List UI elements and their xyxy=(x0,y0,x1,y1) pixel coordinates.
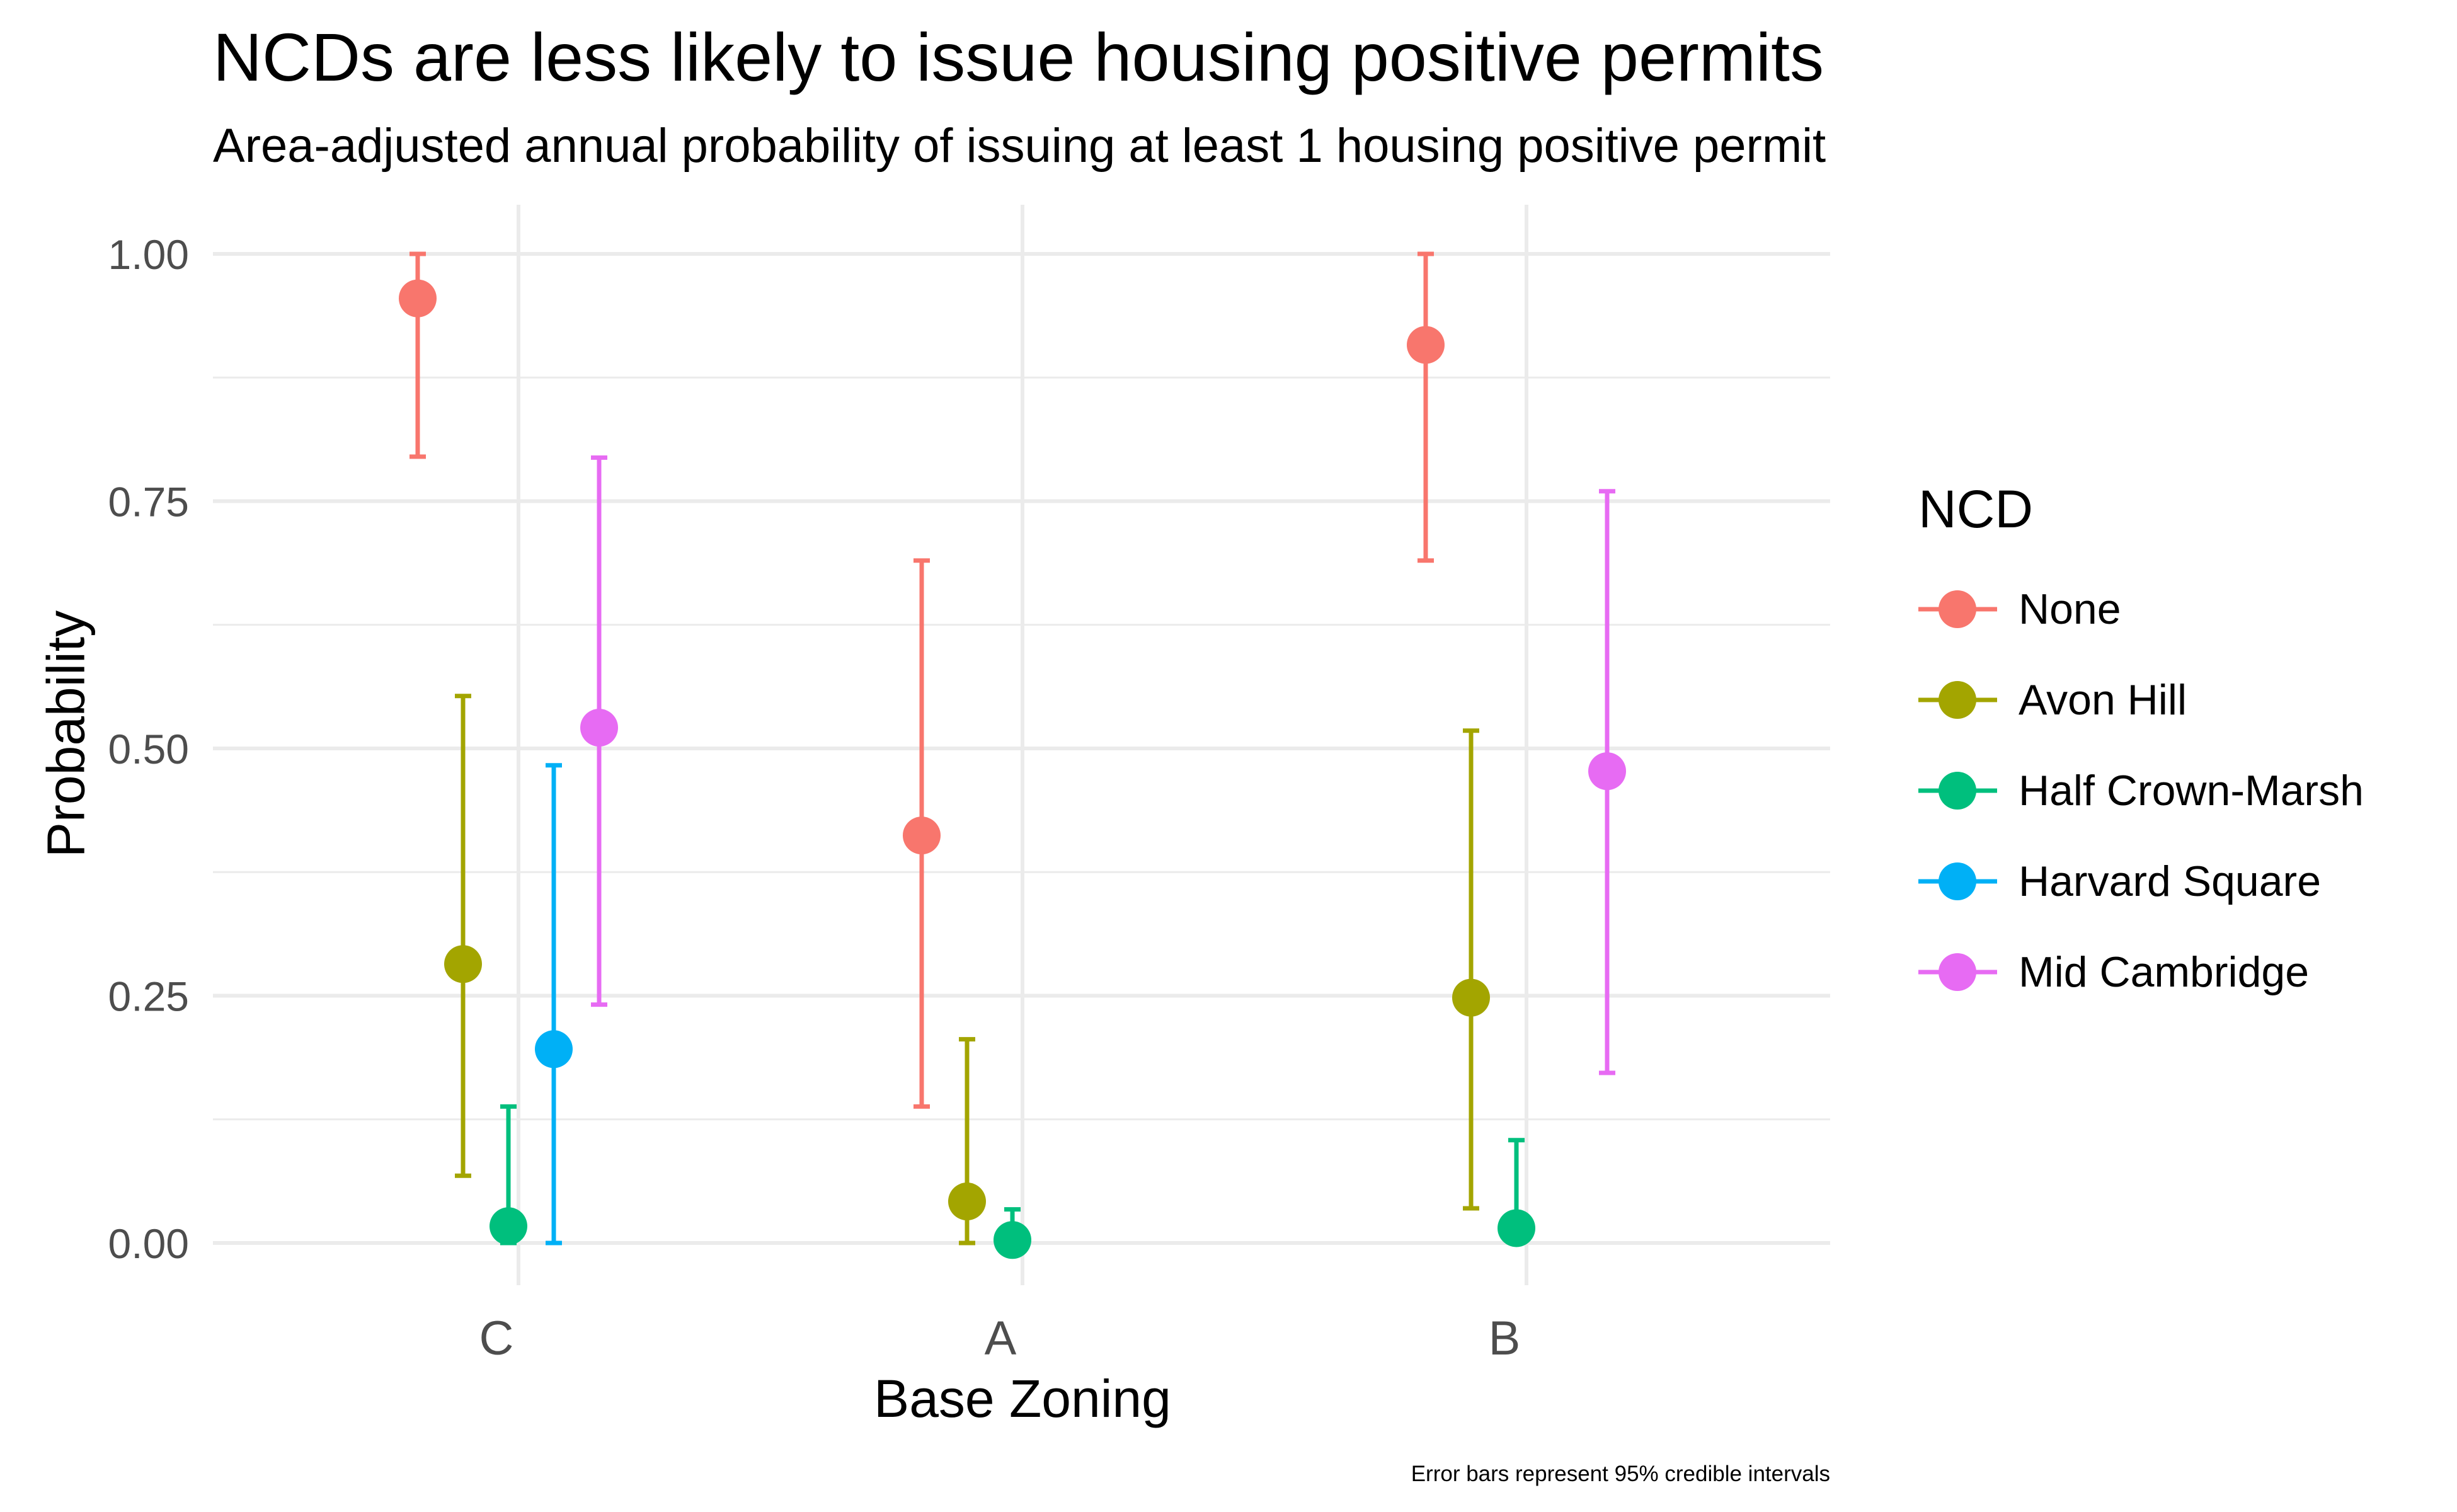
data-point xyxy=(535,1030,573,1068)
legend-key-icon xyxy=(1918,862,1997,900)
legend-label: Mid Cambridge xyxy=(2019,948,2310,996)
data-point-group xyxy=(535,763,573,1246)
data-marks xyxy=(399,251,1626,1259)
legend-key-point xyxy=(1939,953,1976,991)
data-point-group xyxy=(490,1104,527,1246)
data-point xyxy=(1498,1209,1535,1247)
legend-key-icon xyxy=(1918,590,1997,628)
chart-subtitle: Area-adjusted annual probability of issu… xyxy=(213,119,1826,173)
x-tick-label: C xyxy=(479,1312,514,1365)
data-point xyxy=(994,1221,1031,1259)
data-point xyxy=(903,816,941,855)
legend-key-icon xyxy=(1918,772,1997,810)
data-point xyxy=(1588,752,1626,791)
data-point-group xyxy=(948,1037,986,1246)
data-point-group xyxy=(1407,251,1445,563)
data-point-group xyxy=(399,251,437,459)
data-point-group xyxy=(1498,1138,1535,1247)
data-point xyxy=(1407,326,1445,364)
data-point xyxy=(490,1207,527,1246)
chart-title: NCDs are less likely to issue housing po… xyxy=(213,19,1824,95)
legend-label: None xyxy=(2019,585,2121,633)
legend-item: Mid Cambridge xyxy=(1918,927,2364,1017)
tick-labels: 0.00 0.25 0.50 0.75 1.00 C A B xyxy=(108,231,1521,1365)
legend-items: None Avon Hill Half Crown-Marsh Harvard Squ… xyxy=(1918,564,2364,1017)
legend-item: Half Crown-Marsh xyxy=(1918,745,2364,836)
legend-item: Avon Hill xyxy=(1918,655,2364,745)
chart-caption: Error bars represent 95% credible interv… xyxy=(1411,1462,1830,1486)
legend-key-point xyxy=(1939,590,1976,628)
data-point-group xyxy=(444,694,482,1178)
data-point-group xyxy=(1588,489,1626,1075)
legend-key-icon xyxy=(1918,953,1997,991)
legend-label: Half Crown-Marsh xyxy=(2019,767,2364,815)
y-tick-label: 0.00 xyxy=(108,1220,189,1267)
legend-item: Harvard Square xyxy=(1918,836,2364,927)
y-tick-label: 0.50 xyxy=(108,726,189,772)
legend-key-point xyxy=(1939,772,1976,810)
legend-title: NCD xyxy=(1918,479,2033,539)
data-point-group xyxy=(580,455,618,1007)
legend-key-point xyxy=(1939,862,1976,900)
data-point-group xyxy=(1452,728,1490,1211)
x-axis-label: Base Zoning xyxy=(874,1369,1171,1428)
x-tick-label: B xyxy=(1489,1312,1521,1365)
legend-key-icon xyxy=(1918,681,1997,719)
legend-key-point xyxy=(1939,681,1976,719)
y-tick-label: 1.00 xyxy=(108,231,189,278)
y-tick-label: 0.75 xyxy=(108,479,189,525)
y-tick-label: 0.25 xyxy=(108,973,189,1020)
legend-label: Harvard Square xyxy=(2019,857,2322,905)
data-point xyxy=(399,279,437,318)
data-point-group xyxy=(994,1207,1031,1259)
legend-label: Avon Hill xyxy=(2019,676,2187,724)
data-point xyxy=(444,945,482,983)
grid-layer xyxy=(213,205,1830,1285)
data-point xyxy=(1452,978,1490,1017)
data-point xyxy=(948,1183,986,1221)
legend-item: None xyxy=(1918,564,2364,655)
data-point-group xyxy=(903,558,941,1109)
legend: NCD None Avon Hill Half Crown-Marsh Harvard… xyxy=(1918,479,2364,1017)
data-point xyxy=(580,709,618,747)
x-tick-label: A xyxy=(985,1312,1017,1365)
